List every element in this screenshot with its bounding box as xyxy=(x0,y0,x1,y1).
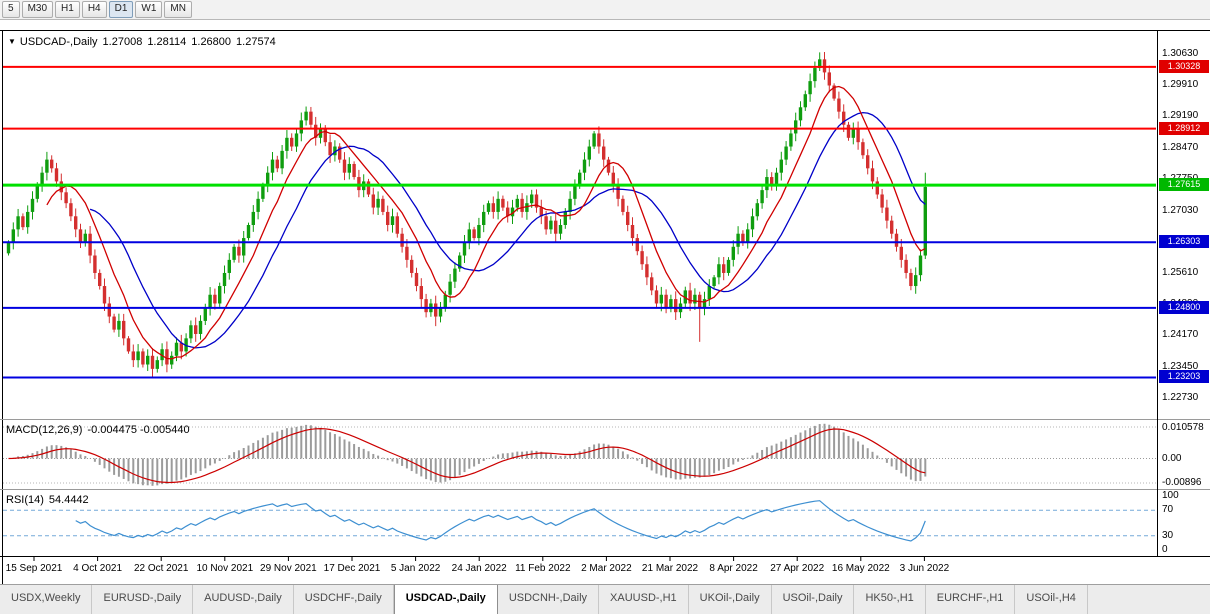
macd-axis-top: 0.010578 xyxy=(1162,422,1204,433)
timeframe-button-H4[interactable]: H4 xyxy=(81,1,107,18)
tab-HK50-,H1[interactable]: HK50-,H1 xyxy=(854,585,926,614)
date-label: 5 Jan 2022 xyxy=(390,563,441,574)
date-label: 22 Oct 2021 xyxy=(133,563,189,574)
macd-axis-zero: 0.00 xyxy=(1162,452,1182,464)
date-label: 10 Nov 2021 xyxy=(196,563,254,574)
timeframe-button-M30[interactable]: M30 xyxy=(21,1,54,18)
macd-label: MACD(12,26,9) xyxy=(6,424,83,436)
tab-EURCHF-,H1[interactable]: EURCHF-,H1 xyxy=(926,585,1016,614)
date-label: 24 Jan 2022 xyxy=(451,563,507,574)
price-tick: 1.25610 xyxy=(1162,266,1199,278)
price-badge-1.30328: 1.30328 xyxy=(1159,59,1209,73)
date-label: 15 Sep 2021 xyxy=(5,563,63,574)
macd-header: MACD(12,26,9) -0.004475 -0.005440 xyxy=(6,424,190,436)
ohlc-open: 1.27008 xyxy=(102,36,143,48)
macd-values: -0.004475 -0.005440 xyxy=(87,424,190,436)
price-badge-1.26303: 1.26303 xyxy=(1159,235,1209,249)
rsi-header: RSI(14) 54.4442 xyxy=(6,494,89,506)
date-label: 29 Nov 2021 xyxy=(260,563,317,574)
rsi-axis-30: 30 xyxy=(1162,529,1174,541)
timeframe-button-5[interactable]: 5 xyxy=(2,1,20,18)
price-badge-1.23203: 1.23203 xyxy=(1159,370,1209,384)
chart-ohlc-header: ▼ USDCAD-,Daily 1.27008 1.28114 1.26800 1.275… xyxy=(8,36,276,48)
chart-symbol-label: USDCAD-,Daily xyxy=(19,36,98,48)
tab-USOil-,Daily[interactable]: USOil-,Daily xyxy=(772,585,855,614)
price-tick: 1.29190 xyxy=(1162,110,1199,122)
price-tick: 1.30630 xyxy=(1162,47,1199,59)
date-label: 8 Apr 2022 xyxy=(709,563,758,574)
rsi-label: RSI(14) xyxy=(6,494,44,506)
tab-USDCAD-,Daily[interactable]: USDCAD-,Daily xyxy=(393,585,498,614)
price-badge-1.24800: 1.24800 xyxy=(1159,300,1209,314)
date-label: 2 Mar 2022 xyxy=(581,563,632,574)
price-tick: 1.23450 xyxy=(1162,360,1199,372)
macd-axis-bottom: -0.00896 xyxy=(1162,477,1202,488)
price-badge-1.28912: 1.28912 xyxy=(1159,121,1209,135)
timeframe-button-MN[interactable]: MN xyxy=(164,1,192,18)
date-label: 21 Mar 2022 xyxy=(641,563,699,574)
ohlc-high: 1.28114 xyxy=(147,36,187,48)
price-badge-1.27615: 1.27615 xyxy=(1159,178,1209,192)
tab-USDX,Weekly[interactable]: USDX,Weekly xyxy=(0,585,93,614)
price-tick: 1.27030 xyxy=(1162,204,1199,216)
tab-USDCHF-,Daily[interactable]: USDCHF-,Daily xyxy=(294,585,394,614)
date-label: 4 Oct 2021 xyxy=(73,563,123,574)
tab-XAUUSD-,H1[interactable]: XAUUSD-,H1 xyxy=(599,585,689,614)
tab-EURUSD-,Daily[interactable]: EURUSD-,Daily xyxy=(92,585,194,614)
price-tick: 1.29910 xyxy=(1162,79,1199,91)
tab-AUDUSD-,Daily[interactable]: AUDUSD-,Daily xyxy=(193,585,294,614)
tab-UKOil-,Daily[interactable]: UKOil-,Daily xyxy=(689,585,772,614)
date-label: 3 Jun 2022 xyxy=(899,563,950,574)
rsi-value: 54.4442 xyxy=(48,494,89,506)
rsi-axis-100: 100 xyxy=(1162,490,1179,501)
rsi-axis-0: 0 xyxy=(1162,544,1168,555)
tab-USDCNH-,Daily[interactable]: USDCNH-,Daily xyxy=(498,585,600,614)
timeframe-button-D1[interactable]: D1 xyxy=(108,1,134,18)
price-tick: 1.22730 xyxy=(1162,392,1199,404)
timeframe-button-H1[interactable]: H1 xyxy=(55,1,80,18)
tab-USOil-,H4[interactable]: USOil-,H4 xyxy=(1015,585,1088,614)
date-label: 27 Apr 2022 xyxy=(770,563,825,574)
timeframe-toolbar: 5 M30 H1 H4 D1 W1 MN xyxy=(0,0,1210,20)
date-label: 16 May 2022 xyxy=(831,563,890,574)
price-tick: 1.28470 xyxy=(1162,141,1199,153)
chart-dropdown-icon[interactable]: ▼ xyxy=(8,37,16,46)
price-tick: 1.24170 xyxy=(1162,329,1199,341)
rsi-axis-70: 70 xyxy=(1162,504,1174,516)
chart-tab-bar: USDX,Weekly EURUSD-,Daily AUDUSD-,Daily USD… xyxy=(0,584,1210,614)
timeframe-button-W1[interactable]: W1 xyxy=(135,1,163,18)
date-label: 17 Dec 2021 xyxy=(323,563,381,574)
ohlc-close: 1.27574 xyxy=(236,36,276,48)
ohlc-low: 1.26800 xyxy=(191,36,232,48)
date-label: 11 Feb 2022 xyxy=(515,563,571,574)
